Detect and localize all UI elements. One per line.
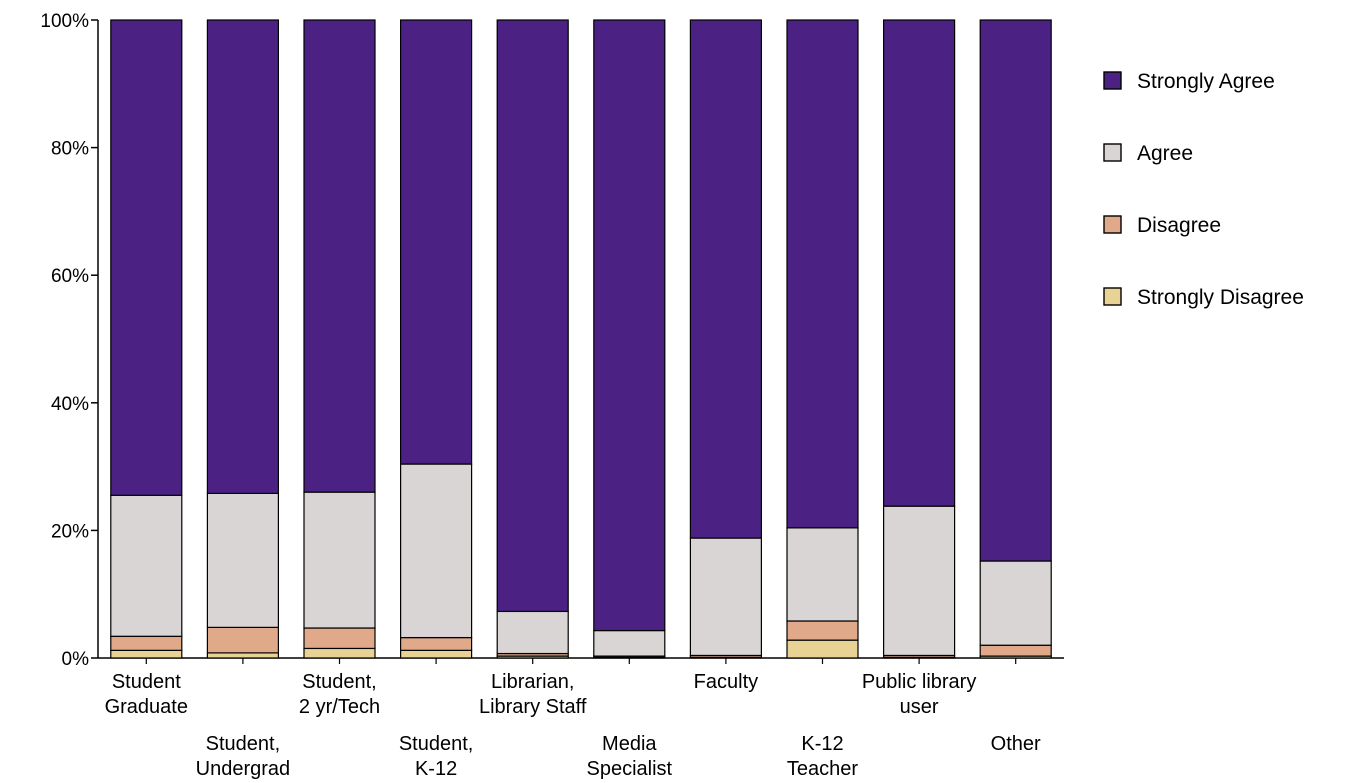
bar-segment-strongly-agree [593, 19, 666, 632]
bar-student-graduate [110, 19, 183, 659]
x-tick-label: Student, 2 yr/Tech [299, 671, 380, 718]
legend-swatch [1103, 143, 1122, 162]
x-tick-label: K-12 Teacher [787, 733, 858, 780]
bar-segment-agree [689, 537, 763, 657]
bar-student-k-12 [400, 19, 473, 659]
bar-segment-agree [979, 560, 1052, 646]
bar-k-12-teacher [786, 19, 859, 659]
legend-label: Strongly Disagree [1137, 286, 1304, 309]
x-tick-label: Student, Undergrad [196, 733, 291, 780]
bar-segment-strongly-agree [496, 19, 569, 613]
legend-label: Disagree [1137, 214, 1221, 237]
bar-segment-disagree [786, 620, 859, 641]
bar-segment-agree [496, 610, 569, 655]
x-tick-label: Public library user [862, 671, 976, 718]
bar-segment-disagree [303, 627, 376, 650]
y-tick-label: 0% [62, 649, 90, 670]
x-tick-label: Student Graduate [105, 671, 188, 718]
x-tick-label: Faculty [694, 671, 758, 693]
bar-segment-strongly-disagree [303, 647, 376, 659]
bar-segment-strongly-agree [303, 19, 376, 493]
bar-segment-strongly-agree [979, 19, 1052, 562]
bars [110, 19, 1052, 659]
bar-segment-agree [303, 491, 376, 629]
bar-segment-disagree [110, 635, 183, 651]
bar-segment-disagree [206, 626, 279, 654]
x-tick-label: Media Specialist [586, 733, 672, 780]
y-tick-label: 60% [51, 266, 89, 287]
legend-swatch [1103, 215, 1122, 234]
bar-segment-agree [206, 492, 279, 628]
legend-item-strongly-disagree: Strongly Disagree [1103, 286, 1304, 309]
bar-segment-agree [786, 527, 859, 622]
x-tick-label: Student, K-12 [399, 733, 474, 780]
bar-public-library-user [882, 19, 956, 659]
legend-label: Strongly Agree [1137, 70, 1275, 93]
bar-segment-strongly-agree [882, 19, 956, 507]
bar-segment-agree [882, 505, 956, 657]
legend-item-strongly-agree: Strongly Agree [1103, 70, 1275, 93]
bar-other [979, 19, 1052, 659]
bar-student-undergrad [206, 19, 279, 659]
bar-segment-strongly-disagree [400, 649, 473, 659]
bar-segment-strongly-agree [689, 19, 763, 539]
legend: Strongly Agree Agree Disagree Strongly Disa… [1103, 70, 1304, 309]
bar-segment-agree [400, 463, 473, 639]
bar-segment-strongly-agree [400, 19, 473, 465]
legend-swatch [1103, 71, 1122, 90]
legend-label: Agree [1137, 142, 1193, 165]
bar-media-specialist [593, 19, 666, 659]
bar-segment-disagree [400, 636, 473, 651]
bar-segment-strongly-disagree [786, 639, 859, 659]
legend-item-agree: Agree [1103, 142, 1193, 165]
bar-faculty [689, 19, 763, 659]
bar-librarian-library-staff [496, 19, 569, 659]
y-tick-label: 100% [40, 11, 89, 32]
legend-swatch [1103, 287, 1122, 306]
bar-segment-strongly-disagree [110, 649, 183, 659]
legend-item-disagree: Disagree [1103, 214, 1221, 237]
bar-segment-strongly-agree [110, 19, 183, 496]
bar-segment-agree [110, 494, 183, 637]
y-tick-label: 40% [51, 394, 89, 415]
y-tick-label: 20% [51, 521, 89, 542]
x-tick-label: Other [991, 733, 1041, 755]
bar-segment-agree [593, 629, 666, 657]
x-tick-label: Librarian, Library Staff [479, 671, 587, 718]
bar-student-2-yr-tech [303, 19, 376, 659]
y-tick-label: 80% [51, 139, 89, 160]
bar-segment-strongly-agree [786, 19, 859, 529]
bar-segment-disagree [979, 644, 1052, 657]
bar-segment-strongly-disagree [206, 652, 279, 659]
bar-segment-strongly-agree [206, 19, 279, 494]
